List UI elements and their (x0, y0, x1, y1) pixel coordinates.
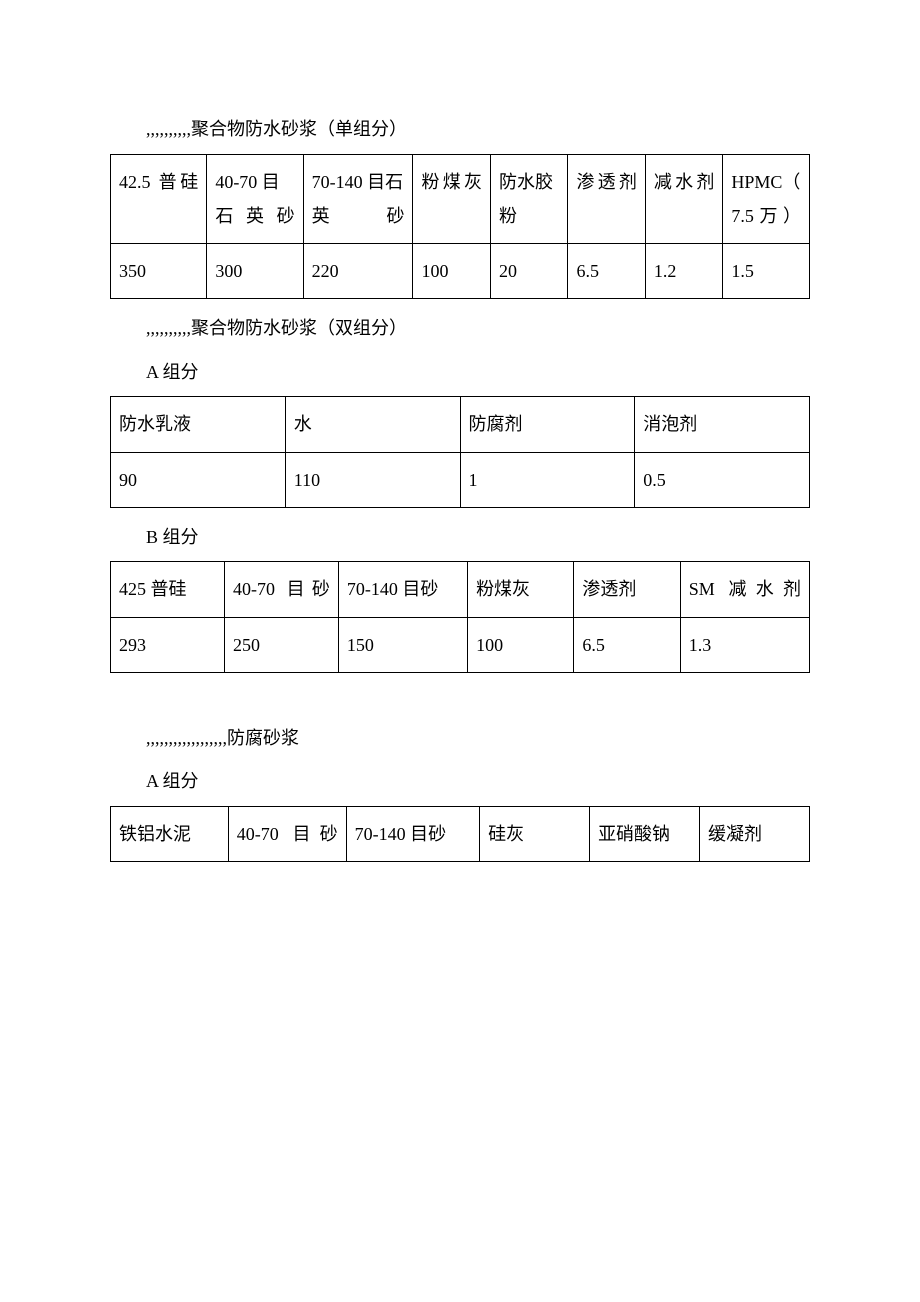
table-row: 90 110 1 0.5 (111, 452, 810, 507)
cell-value: 100 (468, 617, 574, 672)
cell-header: 缓凝剂 (700, 806, 810, 861)
table-partB: 425 普硅 40-70 目砂 70-140 目砂 粉煤灰 渗透剂 SM 减水剂… (110, 561, 810, 672)
section1-title: ,,,,,,,,,,聚合物防水砂浆（单组分） (110, 110, 810, 150)
table-row: 42.5 普硅 40-70 目石英砂 70-140 目石英砂 粉煤灰 防水胶粉 … (111, 154, 810, 243)
table-anticorrosion-partA: 铁铝水泥 40-70 目砂 70-140 目砂 硅灰 亚硝酸钠 缓凝剂 (110, 806, 810, 862)
cell-value: 220 (303, 243, 413, 298)
cell-header: 粉煤灰 (468, 562, 574, 617)
cell-header: 425 普硅 (111, 562, 225, 617)
cell-header: 防水胶粉 (490, 154, 567, 243)
cell-header: SM 减水剂 (680, 562, 809, 617)
table-single-component: 42.5 普硅 40-70 目石英砂 70-140 目石英砂 粉煤灰 防水胶粉 … (110, 154, 810, 300)
spacer (110, 683, 810, 719)
cell-value: 0.5 (635, 452, 810, 507)
cell-value: 250 (224, 617, 338, 672)
cell-header: 40-70 目砂 (224, 562, 338, 617)
table-row: 铁铝水泥 40-70 目砂 70-140 目砂 硅灰 亚硝酸钠 缓凝剂 (111, 806, 810, 861)
cell-value: 6.5 (574, 617, 680, 672)
cell-value: 6.5 (568, 243, 645, 298)
table-row: 防水乳液 水 防腐剂 消泡剂 (111, 397, 810, 452)
cell-header: 消泡剂 (635, 397, 810, 452)
section2-partB-label: B 组分 (110, 518, 810, 558)
cell-value: 1.3 (680, 617, 809, 672)
cell-header: 水 (285, 397, 460, 452)
cell-header: 70-140 目砂 (346, 806, 480, 861)
cell-value: 150 (338, 617, 467, 672)
section3-title: ,,,,,,,,,,,,,,,,,,防腐砂浆 (110, 719, 810, 759)
section3-partA-label: A 组分 (110, 762, 810, 802)
cell-value: 293 (111, 617, 225, 672)
cell-value: 1 (460, 452, 635, 507)
cell-header: 亚硝酸钠 (590, 806, 700, 861)
cell-header: 防水乳液 (111, 397, 286, 452)
cell-header: 铁铝水泥 (111, 806, 229, 861)
cell-header: 40-70 目石英砂 (207, 154, 303, 243)
table-row: 425 普硅 40-70 目砂 70-140 目砂 粉煤灰 渗透剂 SM 减水剂 (111, 562, 810, 617)
cell-value: 1.2 (645, 243, 722, 298)
cell-value: 110 (285, 452, 460, 507)
section2-partA-label: A 组分 (110, 353, 810, 393)
cell-value: 1.5 (723, 243, 810, 298)
cell-header: 硅灰 (480, 806, 590, 861)
cell-header: 70-140 目砂 (338, 562, 467, 617)
cell-value: 90 (111, 452, 286, 507)
cell-header: 渗透剂 (568, 154, 645, 243)
cell-value: 20 (490, 243, 567, 298)
cell-header: HPMC（ 7.5万） (723, 154, 810, 243)
cell-header: 渗透剂 (574, 562, 680, 617)
cell-header: 42.5 普硅 (111, 154, 207, 243)
cell-header: 40-70 目砂 (228, 806, 346, 861)
cell-value: 300 (207, 243, 303, 298)
cell-value: 350 (111, 243, 207, 298)
cell-header: 70-140 目石英砂 (303, 154, 413, 243)
document-page: ,,,,,,,,,,聚合物防水砂浆（单组分） 42.5 普硅 40-70 目石英… (0, 0, 920, 1302)
cell-value: 100 (413, 243, 490, 298)
table-row: 293 250 150 100 6.5 1.3 (111, 617, 810, 672)
cell-header: 防腐剂 (460, 397, 635, 452)
cell-header: 减水剂 (645, 154, 722, 243)
cell-header: 粉煤灰 (413, 154, 490, 243)
table-partA: 防水乳液 水 防腐剂 消泡剂 90 110 1 0.5 (110, 396, 810, 507)
section2-title: ,,,,,,,,,,聚合物防水砂浆（双组分） (110, 309, 810, 349)
table-row: 350 300 220 100 20 6.5 1.2 1.5 (111, 243, 810, 298)
